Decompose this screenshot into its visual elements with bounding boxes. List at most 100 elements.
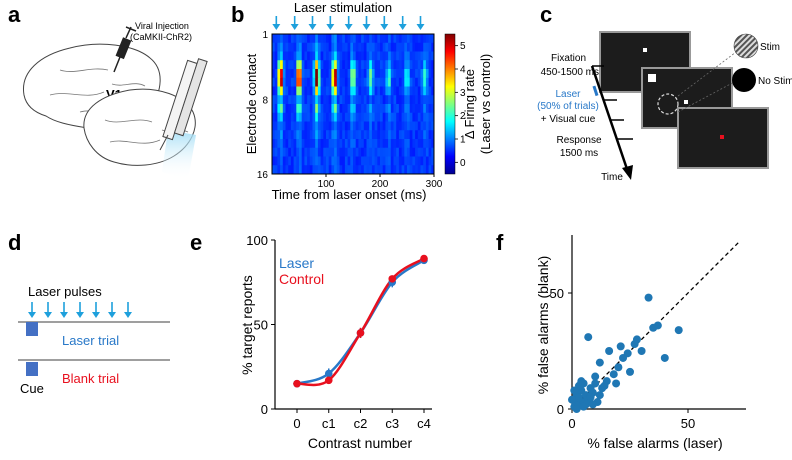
heatmap-cell <box>272 42 276 52</box>
laser-pulse-arrow <box>272 16 281 30</box>
laser-pulse-arrow-head <box>308 24 317 30</box>
heatmap-cell <box>431 121 435 131</box>
heatmap-cell <box>361 86 365 96</box>
heatmap-cell <box>409 77 413 87</box>
heatmap-cell <box>404 112 408 122</box>
f-scatter-point <box>572 405 581 413</box>
heatmap-cell <box>299 165 303 175</box>
heatmap-cell <box>274 112 278 122</box>
heatmap-cell <box>374 51 378 61</box>
heatmap-cell <box>425 121 429 131</box>
heatmap-cell <box>326 95 330 105</box>
laser-pulse-arrow-d-head <box>92 312 100 318</box>
heatmap-cell <box>317 104 321 114</box>
response-time-label: 1500 ms <box>560 148 598 159</box>
heatmap-cell <box>396 34 400 44</box>
heatmap-cell <box>309 139 313 149</box>
heatmap-cell <box>423 112 427 122</box>
heatmap-cell <box>323 77 327 87</box>
heatmap-cell <box>407 147 411 157</box>
heatmap-cell <box>285 156 289 166</box>
heatmap-cell <box>296 51 300 61</box>
laser-pulse-arrow <box>416 16 425 30</box>
e-x-tick-label: c1 <box>322 416 336 431</box>
heatmap-cell <box>358 112 362 122</box>
heatmap-cell <box>280 86 284 96</box>
heatmap-cell <box>350 112 354 122</box>
heatmap-cell <box>377 156 381 166</box>
heatmap-cell <box>382 77 386 87</box>
heatmap-cell <box>380 165 384 175</box>
heatmap-cell <box>339 77 343 87</box>
heatmap-cell <box>366 165 370 175</box>
heatmap-cell <box>380 51 384 61</box>
heatmap-cell <box>398 165 402 175</box>
heatmap-cell <box>361 34 365 44</box>
heatmap-cell <box>312 147 316 157</box>
heatmap-cell <box>371 34 375 44</box>
heatmap-cell <box>431 60 435 70</box>
heatmap-cell <box>301 156 305 166</box>
heatmap-cell <box>428 95 432 105</box>
heatmap-cell <box>285 69 289 79</box>
heatmap-cell <box>296 34 300 44</box>
laser-pulse-arrow-head <box>398 24 407 30</box>
heatmap-cell <box>355 69 359 79</box>
e-legend-control: Control <box>279 271 324 287</box>
heatmap-cell <box>385 69 389 79</box>
heatmap-cell <box>390 60 394 70</box>
heatmap-cell <box>296 139 300 149</box>
heatmap-cell <box>388 156 392 166</box>
heatmap-cell <box>415 147 419 157</box>
heatmap-cell <box>315 121 319 131</box>
heatmap-cell <box>398 42 402 52</box>
heatmap-cell <box>409 51 413 61</box>
heatmap-cell <box>304 60 308 70</box>
laser-pulse-arrows-d <box>28 302 132 318</box>
heatmap-cell <box>425 95 429 105</box>
heatmap-cell <box>307 77 311 87</box>
heatmap-cell <box>323 60 327 70</box>
heatmap-cell <box>350 60 354 70</box>
heatmap-cell <box>285 51 289 61</box>
laser-pulse-arrow-d-head <box>76 312 84 318</box>
heatmap-cell <box>393 130 397 140</box>
heatmap-cell <box>417 60 421 70</box>
heatmap-cell <box>347 51 351 61</box>
heatmap-cell <box>425 156 429 166</box>
heatmap-cell <box>412 121 416 131</box>
panel-a-label: a <box>8 2 21 27</box>
laser-probe-icon <box>159 58 208 180</box>
heatmap-cell <box>415 34 419 44</box>
heatmap-cell <box>428 86 432 96</box>
heatmap-cell <box>280 121 284 131</box>
heatmap-cell <box>420 86 424 96</box>
heatmap-cell <box>282 139 286 149</box>
heatmap-cell <box>407 69 411 79</box>
heatmap-cell <box>339 139 343 149</box>
zoom-line-2 <box>677 79 739 113</box>
heatmap-cell <box>420 104 424 114</box>
laser-pulse-arrow <box>290 16 299 30</box>
heatmap-cell <box>301 139 305 149</box>
fixation-label: Fixation <box>551 53 586 64</box>
heatmap-cell <box>396 95 400 105</box>
heatmap-cell <box>369 165 373 175</box>
heatmap-cell <box>363 165 367 175</box>
f-scatter-point <box>674 326 683 335</box>
laser-pulse-arrow-d-head <box>28 312 36 318</box>
heatmap-cell <box>301 77 305 87</box>
f-scatter-point <box>574 393 583 402</box>
heatmap-cell <box>344 86 348 96</box>
heatmap-cell <box>385 34 389 44</box>
heatmap-cell <box>371 69 375 79</box>
heatmap-cell <box>377 95 381 105</box>
stim-location-circle <box>657 93 679 115</box>
heatmap-cell <box>344 69 348 79</box>
heatmap-cell <box>363 130 367 140</box>
heatmap-cell <box>323 86 327 96</box>
heatmap-cell <box>423 104 427 114</box>
f-scatter-point <box>600 381 609 390</box>
